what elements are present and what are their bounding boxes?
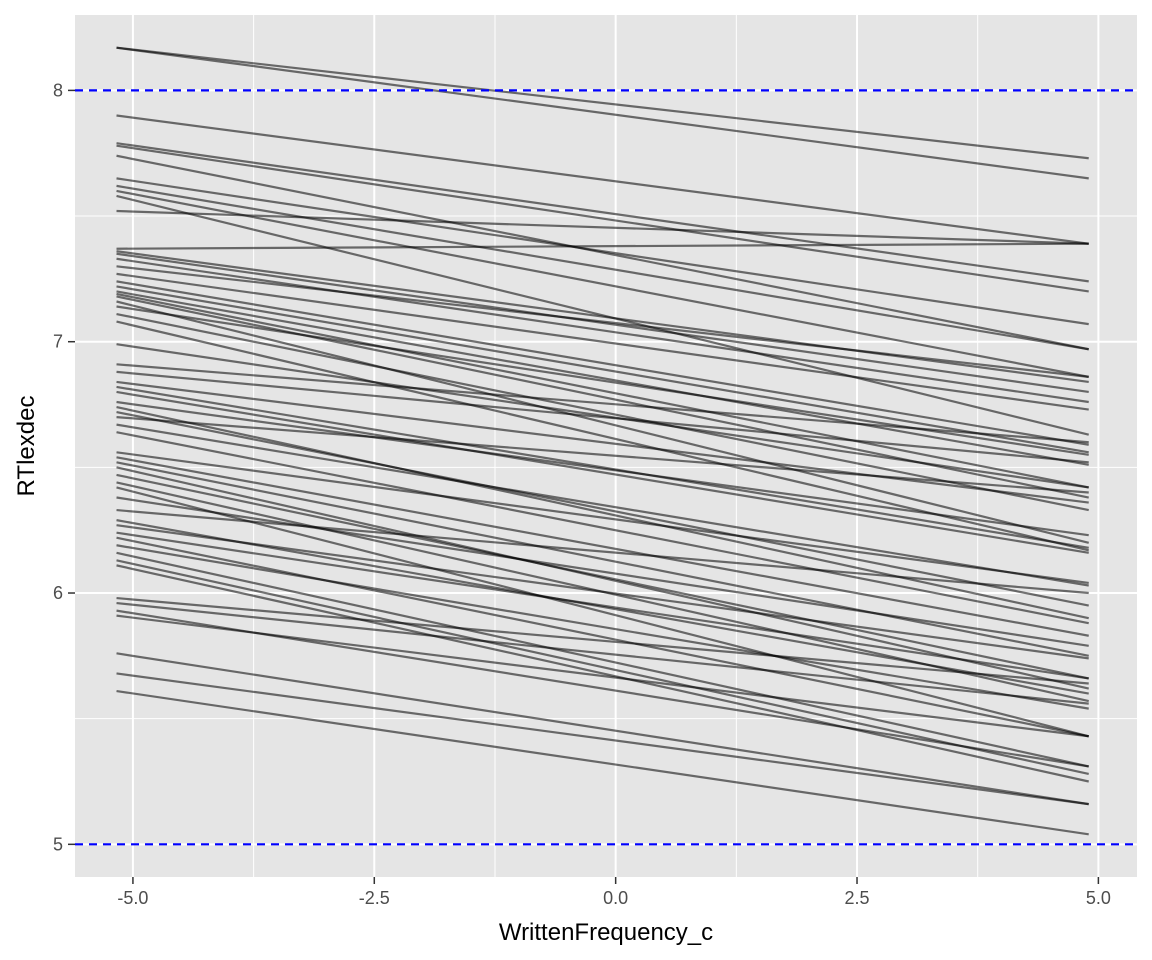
fitted-line	[116, 672, 1089, 806]
fitted-line	[116, 486, 1090, 738]
fitted-line	[116, 451, 1089, 585]
x-axis-ticks: -5.0 -2.5 0.0 2.5 5.0	[117, 877, 1111, 908]
fitted-line	[116, 154, 1089, 351]
fitted-line	[116, 416, 1089, 494]
fitted-line	[116, 508, 1089, 595]
fitted-line	[116, 544, 1089, 710]
fitted-line	[116, 142, 1089, 283]
fitted-line	[116, 614, 1089, 738]
fitted-line	[116, 400, 1089, 537]
fitted-line	[116, 461, 1089, 657]
fitted-line	[116, 423, 1089, 587]
fitted-line	[116, 209, 1089, 245]
y-axis-title: RTlexdec	[13, 396, 40, 497]
y-tick-label: 5	[53, 834, 63, 854]
fitted-line	[116, 524, 1089, 660]
fitted-line	[116, 531, 1089, 680]
x-tick-label: 0.0	[603, 888, 628, 908]
fitted-line	[116, 250, 1089, 384]
y-tick-label: 7	[53, 332, 63, 352]
x-tick-label: 2.5	[845, 888, 870, 908]
fitted-line	[116, 343, 1089, 489]
x-tick-label: -5.0	[117, 888, 148, 908]
fitted-line	[116, 601, 1089, 705]
fitted-line	[116, 559, 1089, 776]
fitted-line	[116, 114, 1089, 245]
x-tick-label: 5.0	[1086, 888, 1111, 908]
fitted-line	[116, 46, 1089, 180]
fitted-line	[116, 280, 1089, 446]
fitted-line	[116, 194, 1089, 436]
fitted-line	[116, 292, 1089, 489]
fitted-line	[116, 184, 1089, 351]
fitted-line	[116, 252, 1089, 394]
fitted-line	[116, 564, 1089, 783]
y-tick-label: 8	[53, 80, 63, 100]
x-tick-label: -2.5	[359, 888, 390, 908]
fitted-line	[116, 390, 1089, 554]
fitted-line	[116, 596, 1089, 685]
x-axis-title: WrittenFrequency_c	[499, 919, 713, 946]
fitted-line	[116, 431, 1089, 625]
fitted-line	[116, 380, 1089, 504]
fitted-line	[116, 405, 1089, 620]
fitted-line	[116, 456, 1089, 637]
y-tick-label: 6	[53, 583, 63, 603]
fitted-line	[116, 519, 1089, 695]
fitted-line	[116, 551, 1089, 768]
fitted-line	[116, 265, 1089, 378]
fitted-line	[116, 242, 1089, 250]
fitted-line	[116, 536, 1089, 738]
fitted-line	[116, 144, 1089, 293]
fitted-line	[116, 257, 1089, 404]
fitted-line	[116, 370, 1089, 464]
fitted-line	[116, 466, 1089, 690]
fitted-lines	[116, 46, 1090, 836]
fitted-line	[116, 410, 1089, 607]
fitted-line	[116, 473, 1089, 680]
fitted-line	[116, 363, 1089, 444]
fitted-line	[116, 46, 1089, 160]
fitted-line	[116, 177, 1089, 326]
fitted-line	[116, 300, 1089, 544]
fitted-line	[116, 385, 1089, 549]
reference-lines	[75, 89, 1137, 846]
fitted-line	[116, 290, 1089, 466]
fitted-line	[116, 272, 1089, 411]
fitted-line	[116, 689, 1089, 836]
fitted-line	[116, 285, 1089, 454]
fitted-line	[116, 312, 1089, 512]
fitted-line	[116, 189, 1089, 378]
fitted-line	[116, 652, 1089, 806]
fitted-line	[116, 496, 1089, 647]
y-axis-ticks: 5 6 7 8	[53, 80, 75, 854]
